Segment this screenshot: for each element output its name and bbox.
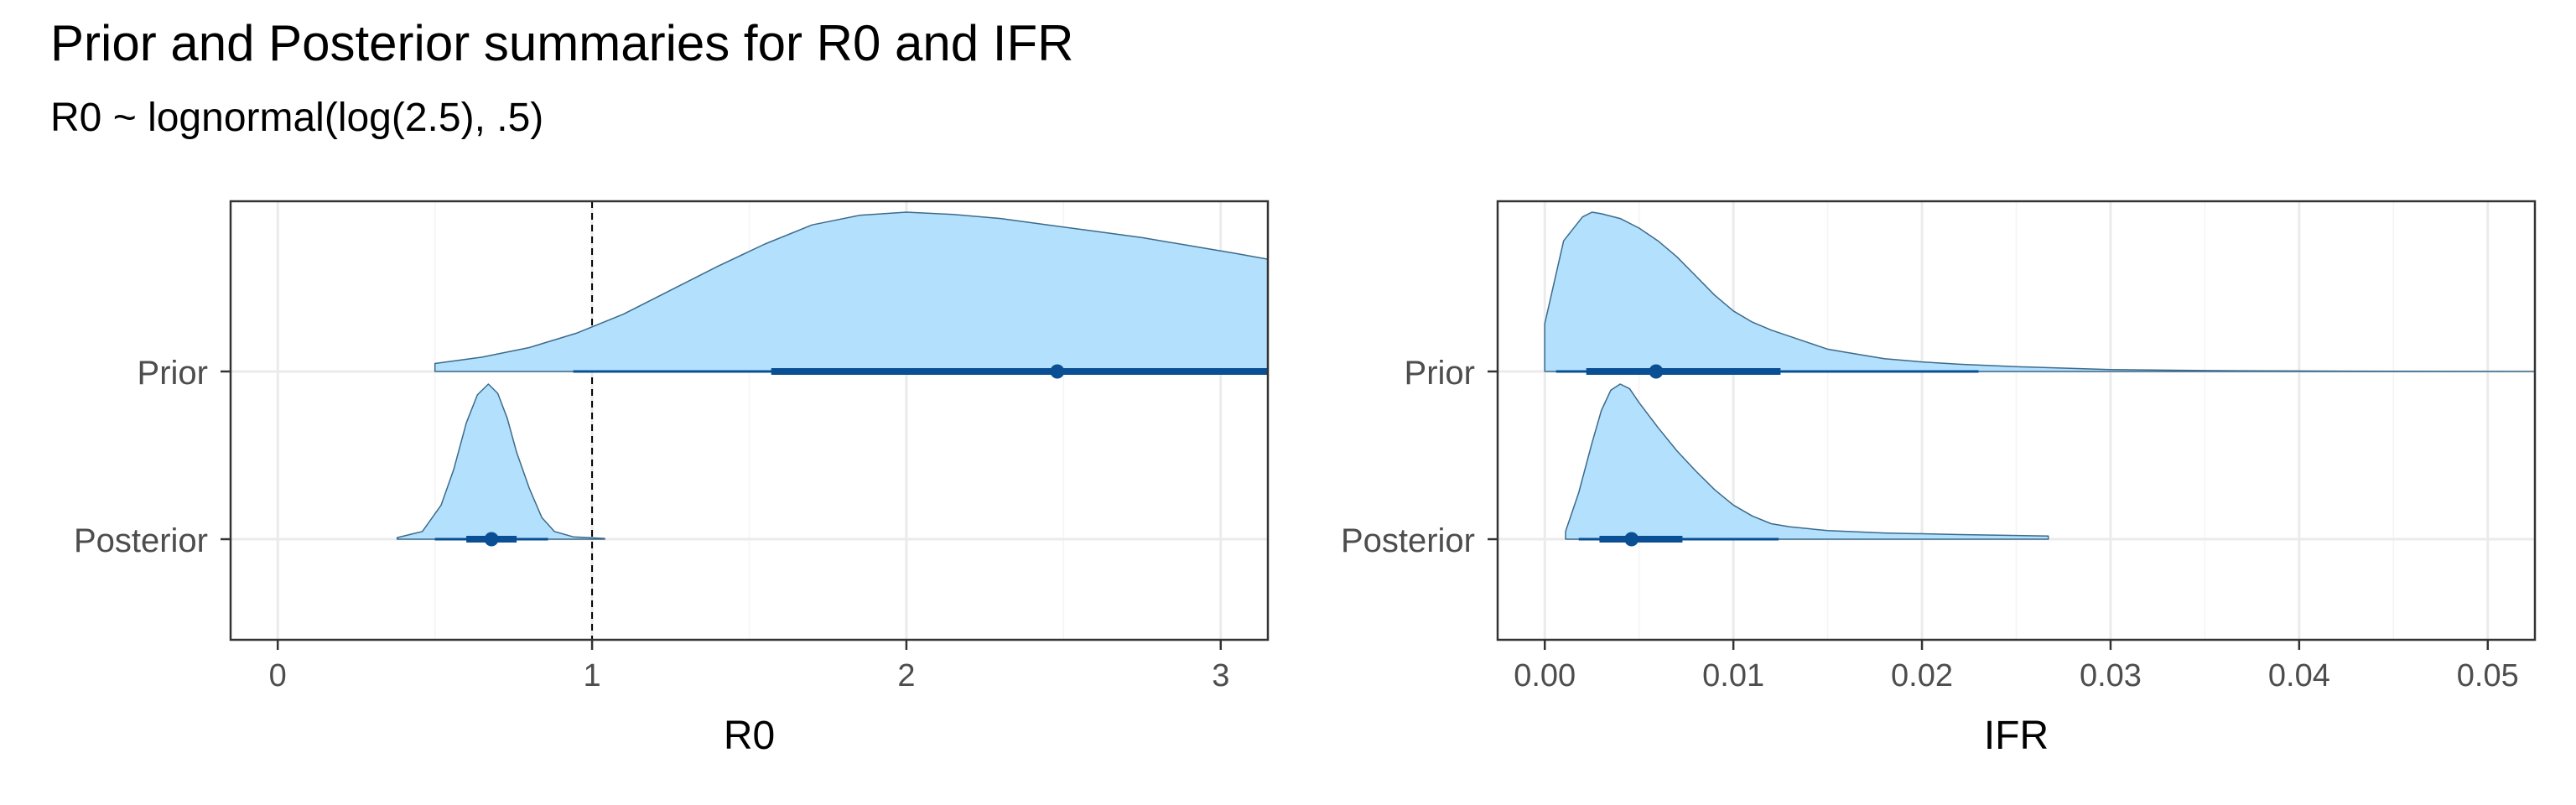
density-prior bbox=[1544, 211, 2535, 372]
x-tick-label: 0.03 bbox=[2080, 658, 2142, 693]
x-tick-label: 1 bbox=[584, 658, 601, 693]
category-label-posterior: Posterior bbox=[74, 522, 208, 559]
panel-plot-area bbox=[1544, 211, 2535, 547]
x-axis-title: IFR bbox=[1984, 714, 2049, 758]
x-tick-label: 0.01 bbox=[1702, 658, 1764, 693]
point-prior bbox=[1050, 364, 1065, 379]
density-prior bbox=[434, 211, 1268, 372]
x-axis-title: R0 bbox=[724, 714, 775, 758]
panel-border bbox=[229, 200, 1270, 641]
density-posterior bbox=[1565, 383, 2049, 540]
chart-subtitle: R0 ~ lognormal(log(2.5), .5) bbox=[50, 96, 544, 140]
chart-title: Prior and Posterior summaries for R0 and… bbox=[50, 15, 1074, 71]
panel-1: Prior Posterior 0 1 2 3 R0 bbox=[74, 200, 1270, 758]
category-label-posterior: Posterior bbox=[1341, 522, 1475, 559]
panel-border bbox=[1496, 200, 2537, 641]
x-tick-label: 0.02 bbox=[1891, 658, 1953, 693]
x-tick-label: 2 bbox=[897, 658, 915, 693]
x-tick-label: 0.00 bbox=[1514, 658, 1576, 693]
x-tick-label: 0.05 bbox=[2457, 658, 2519, 693]
point-prior bbox=[1649, 364, 1664, 379]
point-posterior bbox=[484, 532, 499, 547]
category-label-prior: Prior bbox=[1405, 355, 1475, 392]
density-posterior bbox=[396, 383, 605, 540]
x-tick-label: 0.04 bbox=[2268, 658, 2330, 693]
panel-plot-area bbox=[396, 201, 1268, 640]
point-posterior bbox=[1624, 532, 1639, 547]
category-label-prior: Prior bbox=[138, 355, 208, 392]
x-tick-label: 0 bbox=[269, 658, 287, 693]
panel-2: Prior Posterior 0.00 0.01 0.02 0.03 0.04 0.05 IF… bbox=[1341, 200, 2537, 758]
x-tick-label: 3 bbox=[1212, 658, 1229, 693]
